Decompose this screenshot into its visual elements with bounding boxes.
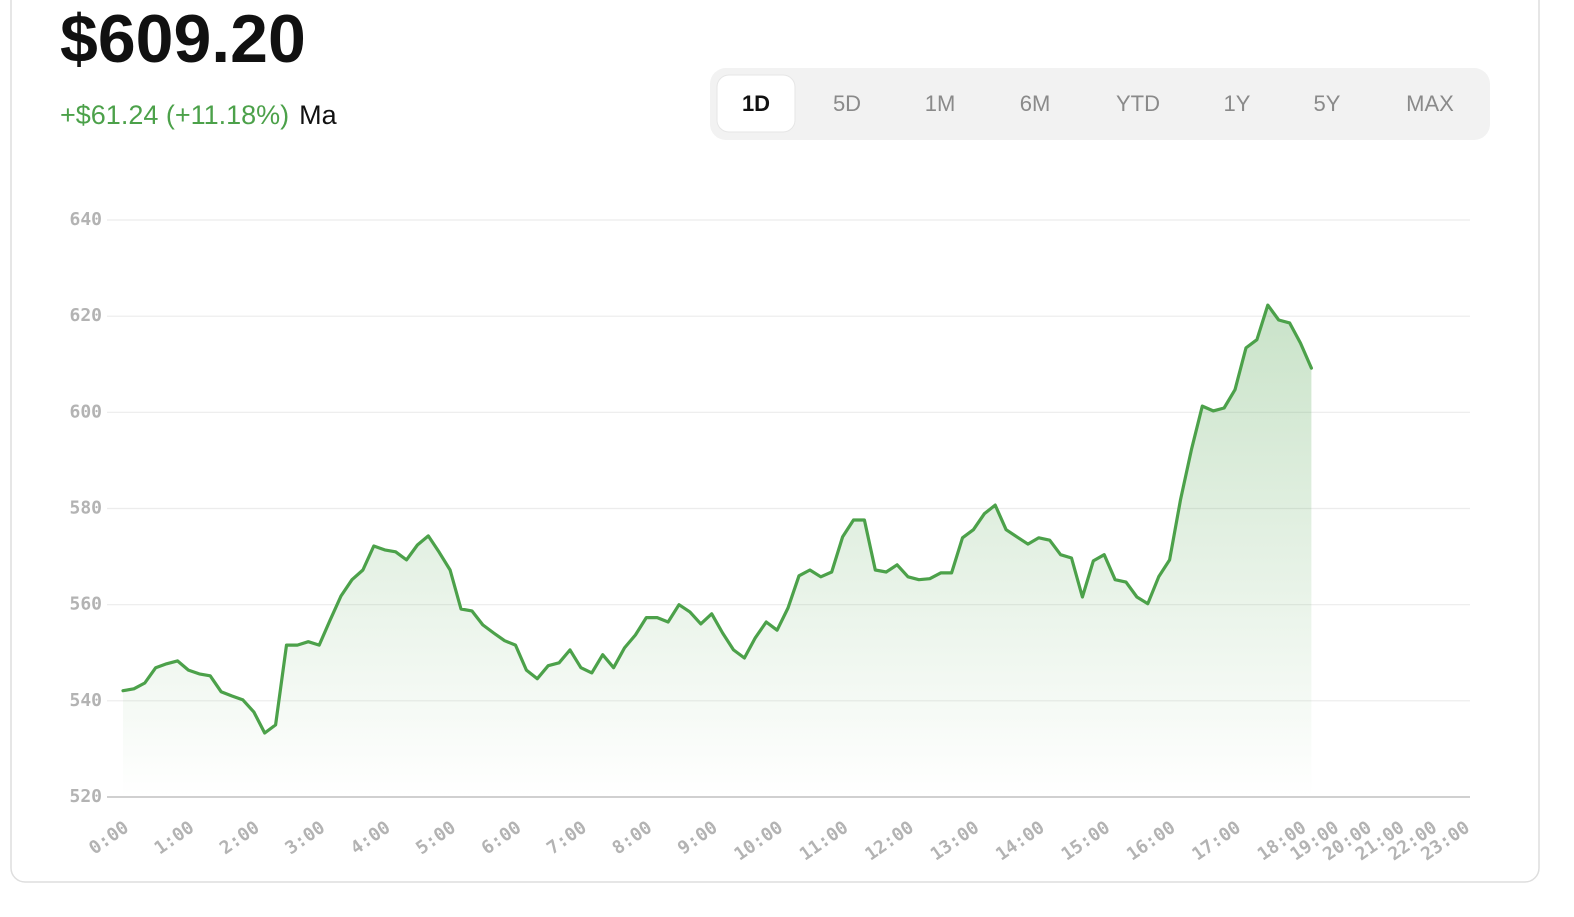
- tab-group: [710, 68, 1490, 140]
- y-tick-label: 640: [69, 209, 102, 230]
- tab[interactable]: 5Y: [1314, 91, 1341, 116]
- y-tick-label: 520: [69, 786, 102, 807]
- price-line: [121, 303, 1313, 735]
- tab[interactable]: 6M: [1020, 91, 1051, 116]
- tabs: 1D 5D 1M 6M YTD 1Y 5Y MAX: [742, 91, 1454, 116]
- tab[interactable]: 5D: [833, 91, 861, 116]
- tab[interactable]: 1M: [925, 91, 956, 116]
- selected-tab-bg: [716, 74, 796, 133]
- change-period: Ma: [299, 100, 337, 130]
- y-tick-label: 560: [69, 594, 102, 615]
- tab[interactable]: 1Y: [1224, 91, 1251, 116]
- y-tick-label: 620: [69, 305, 102, 326]
- y-tick-label: 600: [69, 401, 102, 422]
- y-tick-label: 580: [69, 498, 102, 519]
- tab[interactable]: 1D: [742, 91, 770, 116]
- tab[interactable]: MAX: [1406, 91, 1454, 116]
- price-change: +$61.24 (+11.18%): [60, 100, 289, 130]
- tab[interactable]: YTD: [1116, 91, 1160, 116]
- y-tick-label: 540: [69, 690, 102, 711]
- area: [123, 305, 1312, 797]
- price: $609.20: [60, 1, 306, 77]
